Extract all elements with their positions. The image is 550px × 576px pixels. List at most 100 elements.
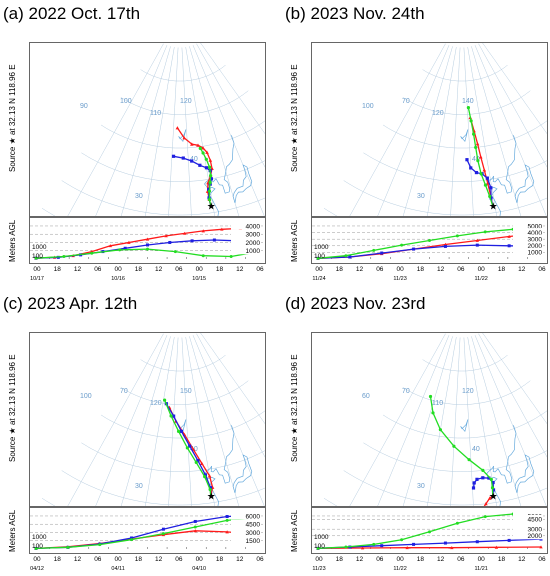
- trajectory-marker: [478, 155, 483, 159]
- height-marker: [130, 536, 134, 540]
- height-marker: [90, 251, 94, 255]
- trajectory-marker: [207, 189, 212, 193]
- trajectory-marker: [200, 461, 204, 465]
- height-marker: [161, 527, 165, 531]
- trajectory-marker: [204, 166, 209, 170]
- time-tick-label: 12: [518, 266, 526, 273]
- time-tick-label: 06: [94, 266, 102, 273]
- time-tick-label: 12: [236, 556, 244, 563]
- trajectory-marker: [181, 156, 185, 160]
- height-tick-label: 2000: [246, 240, 261, 247]
- trajectory-marker: [207, 474, 212, 478]
- height-profile: 6000 4500 3000 1500 1000 100: [29, 507, 266, 554]
- blue-height-line: [317, 244, 542, 259]
- parallel-line: [402, 380, 531, 405]
- trajectory-marker: [472, 481, 476, 485]
- source-star-icon: ★: [489, 491, 498, 502]
- parallel-line: [343, 470, 547, 506]
- trajectory-marker: [190, 159, 194, 163]
- height-marker: [507, 538, 511, 542]
- meridian-line: [185, 337, 215, 506]
- meridian-line: [67, 43, 164, 216]
- panel-title: (b) 2023 Nov. 24th: [285, 4, 425, 23]
- parallel-line: [422, 64, 508, 82]
- date-tick-label: 10/17: [30, 276, 44, 282]
- time-tick-label: 06: [457, 266, 465, 273]
- meridian-line: [168, 47, 179, 216]
- height-marker: [475, 243, 479, 247]
- red-height-line: [35, 226, 260, 259]
- time-tick-label: 12: [74, 556, 82, 563]
- meridian-line: [467, 47, 497, 216]
- trajectory-marker: [190, 142, 194, 146]
- height-marker: [539, 545, 543, 549]
- trajectory-marker: [469, 166, 473, 170]
- height-marker: [475, 540, 479, 544]
- height-marker: [212, 238, 216, 242]
- meridian-line: [200, 333, 265, 425]
- trajectory-marker: [490, 486, 495, 490]
- time-tick-label: 12: [437, 556, 445, 563]
- trajectory-marker: [196, 458, 200, 463]
- height-marker: [344, 254, 348, 258]
- height-marker: [412, 247, 416, 251]
- height-marker: [372, 542, 376, 546]
- source-star-icon: ★: [489, 201, 498, 212]
- parallel-line: [140, 354, 226, 372]
- trajectory-marker: [489, 196, 493, 200]
- contour-label: 40: [472, 156, 480, 163]
- meridian-line: [200, 43, 265, 135]
- contour-label: 30: [417, 483, 425, 490]
- trajectory-marker: [207, 187, 211, 192]
- date-tick-label: 04/12: [30, 566, 44, 572]
- meridian-line: [349, 333, 446, 506]
- parallel-line: [402, 90, 531, 115]
- meridian-line: [478, 43, 547, 168]
- height-label-bg: [231, 237, 261, 246]
- time-tick-label: 06: [457, 556, 465, 563]
- height-marker: [450, 545, 454, 550]
- meridian-line: [402, 336, 453, 506]
- height-label-bg: [513, 221, 543, 230]
- trajectory-map: 90 100 110 120 40 30 ★: [29, 42, 266, 217]
- height-marker: [443, 244, 447, 248]
- panel-c: (c) 2023 Apr. 12th Source ★ at 32.13 N 1…: [0, 290, 270, 575]
- time-tick-label: 18: [417, 556, 425, 563]
- parallel-line: [41, 497, 56, 506]
- time-axis: 00 18 12 06 00 18 12 06 00 18 12 06 11/23 11/22 11/21: [312, 556, 546, 572]
- time-tick-label: 00: [396, 266, 404, 273]
- meridian-line: [463, 47, 474, 216]
- meridian-line: [196, 333, 265, 458]
- height-marker: [494, 545, 499, 549]
- height-left-label: 100: [314, 253, 325, 260]
- height-left-label: 1000: [314, 534, 329, 541]
- red-height-line: [317, 546, 542, 549]
- trajectory-marker: [489, 186, 493, 190]
- contour-label: 120: [432, 110, 444, 117]
- time-tick-label: 18: [336, 266, 344, 273]
- height-marker: [428, 530, 431, 534]
- height-tick-label: 3000: [528, 526, 543, 533]
- coastline: [498, 208, 501, 216]
- source-label: Source ★ at 32.13 N 118.96 E: [8, 354, 17, 462]
- meridian-line: [427, 47, 457, 216]
- source-label: Source ★ at 32.13 N 118.96 E: [290, 64, 299, 172]
- trajectory-marker: [208, 486, 213, 490]
- contour-label: 100: [362, 103, 374, 110]
- height-svg: 50004500300020001000100: [312, 511, 547, 550]
- trajectory-marker: [207, 165, 212, 169]
- trajectory-marker: [487, 496, 492, 500]
- trajectory-marker: [175, 126, 180, 130]
- parallel-line: [81, 442, 265, 472]
- contour-label: 100: [80, 393, 92, 400]
- trajectory-marker: [491, 480, 495, 485]
- trajectory-marker: [203, 473, 207, 477]
- date-tick-label: 10/15: [192, 276, 206, 282]
- height-marker: [220, 227, 224, 231]
- meridian-line: [467, 337, 497, 506]
- height-marker: [380, 544, 384, 548]
- height-left-label: 100: [32, 253, 43, 260]
- meridian-line: [196, 43, 265, 168]
- coastline: [216, 208, 219, 216]
- trajectory-marker: [482, 168, 487, 172]
